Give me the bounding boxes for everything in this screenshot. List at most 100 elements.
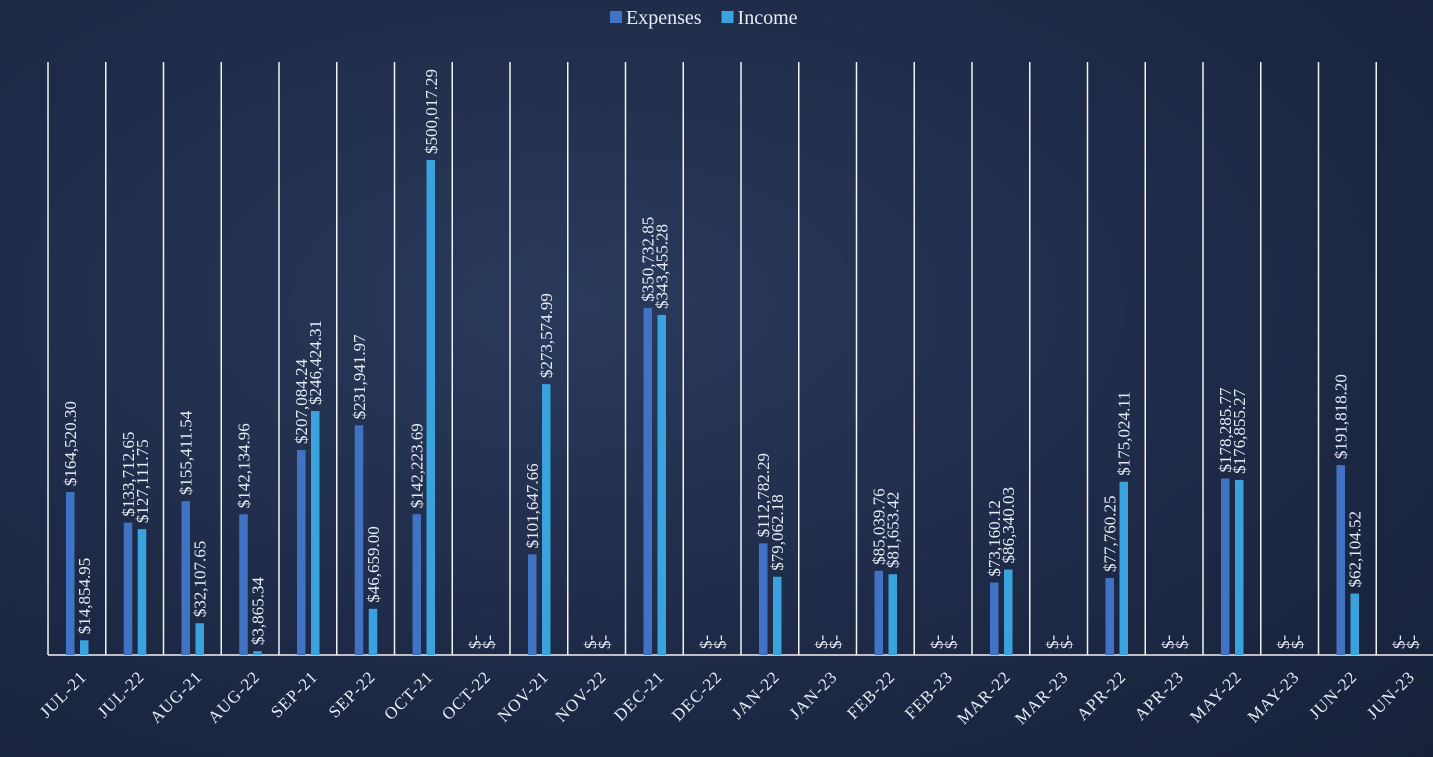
bar — [368, 608, 378, 655]
legend-swatch — [721, 11, 734, 23]
x-tick-label: OCT-21 — [380, 667, 437, 724]
data-label: $- — [1390, 635, 1409, 650]
data-label: $127,111.75 — [133, 439, 152, 523]
bar — [412, 514, 421, 655]
x-tick-label: JUL-21 — [36, 667, 90, 721]
data-label: $- — [466, 635, 485, 650]
bar — [759, 543, 768, 655]
bar — [1235, 479, 1244, 655]
bar — [1350, 593, 1359, 655]
data-label: $- — [812, 635, 831, 650]
x-tick-label: NOV-22 — [552, 667, 611, 726]
bar — [874, 570, 883, 655]
legend-label: Income — [738, 7, 798, 29]
x-tick-label: SEP-21 — [267, 667, 321, 721]
data-label: $231,941.97 — [350, 334, 369, 420]
data-label: $86,340.03 — [999, 487, 1018, 564]
data-label: $273,574.99 — [537, 293, 556, 378]
bar — [181, 501, 190, 655]
data-label: $164,520.30 — [61, 401, 80, 486]
data-label: $- — [826, 635, 845, 650]
data-label: $73,160.12 — [985, 500, 1004, 577]
x-tick-label: JUN-22 — [1305, 667, 1361, 723]
data-label: $176,855.27 — [1230, 388, 1249, 474]
data-label: $- — [928, 635, 947, 650]
bar — [1119, 481, 1128, 655]
x-tick-label: MAR-22 — [953, 667, 1014, 728]
data-label: $- — [1159, 635, 1178, 650]
bar — [542, 384, 551, 655]
bar — [990, 582, 999, 655]
data-label: $246,424.31 — [306, 320, 325, 405]
data-label: $- — [595, 635, 614, 650]
x-tick-label: APR-23 — [1131, 667, 1188, 724]
data-label: $81,653.42 — [884, 492, 903, 569]
data-label: $3,865.34 — [249, 577, 268, 646]
x-tick-label: OCT-22 — [438, 667, 495, 724]
data-label: $175,024.11 — [1115, 391, 1134, 475]
bar — [253, 651, 262, 655]
data-label: $500,017.29 — [422, 69, 441, 154]
bar — [1105, 578, 1114, 655]
bar — [311, 411, 320, 655]
legend-label: Expenses — [626, 7, 702, 29]
data-label: $112,782.29 — [754, 453, 773, 537]
bar — [354, 425, 364, 655]
bar — [66, 492, 75, 655]
data-label: $- — [697, 635, 716, 650]
bar — [1221, 478, 1230, 655]
x-tick-label: SEP-22 — [325, 667, 379, 721]
data-label: $79,062.18 — [768, 494, 787, 571]
x-tick-label: MAY-23 — [1244, 667, 1303, 726]
data-label: $- — [1404, 635, 1423, 650]
bar — [137, 529, 147, 655]
x-tick-label: JAN-23 — [785, 667, 841, 723]
data-label: $77,760.25 — [1101, 496, 1120, 573]
x-tick-label: APR-22 — [1073, 667, 1130, 724]
bar — [1336, 465, 1345, 655]
data-label: $133,712.65 — [119, 432, 138, 517]
x-tick-label: FEB-22 — [843, 667, 899, 723]
data-label: $- — [480, 635, 499, 650]
bar — [773, 576, 782, 655]
bar — [195, 623, 204, 655]
data-label: $62,104.52 — [1346, 511, 1365, 588]
x-tick-label: MAR-23 — [1011, 667, 1072, 728]
data-label: $- — [1057, 635, 1076, 650]
data-label: $- — [581, 635, 600, 650]
x-tick-label: FEB-23 — [901, 667, 957, 723]
x-tick-label: DEC-21 — [610, 667, 668, 725]
bar — [426, 160, 435, 655]
data-label: $178,285.77 — [1216, 387, 1235, 473]
legend-swatch — [610, 11, 622, 23]
data-label: $- — [1288, 635, 1307, 650]
data-label: $350,732.85 — [639, 217, 658, 302]
data-label: $- — [1274, 635, 1293, 650]
x-tick-label: JAN-22 — [728, 667, 784, 723]
x-tick-label: DEC-22 — [668, 667, 726, 725]
bar — [657, 314, 666, 655]
data-label: $14,854.95 — [75, 558, 94, 635]
data-label: $142,134.96 — [235, 423, 254, 508]
data-label: $343,455.28 — [653, 224, 672, 309]
data-label: $191,818.20 — [1332, 374, 1351, 459]
bar — [643, 307, 652, 655]
bar — [888, 574, 897, 655]
x-tick-label: AUG-22 — [204, 667, 264, 727]
bar — [239, 514, 248, 655]
data-label: $155,411.54 — [177, 410, 196, 495]
bar — [80, 640, 89, 655]
data-label: $- — [1173, 635, 1192, 650]
bar — [123, 522, 133, 655]
data-label: $32,107.65 — [191, 541, 210, 618]
x-tick-label: NOV-21 — [494, 667, 553, 726]
bar — [297, 449, 306, 655]
data-label: $85,039.76 — [870, 488, 889, 565]
x-tick-label: JUN-23 — [1363, 667, 1419, 723]
data-label: $101,647.66 — [523, 463, 542, 548]
bar — [1004, 569, 1013, 655]
bar — [528, 554, 537, 655]
data-label: $46,659.00 — [364, 526, 383, 603]
